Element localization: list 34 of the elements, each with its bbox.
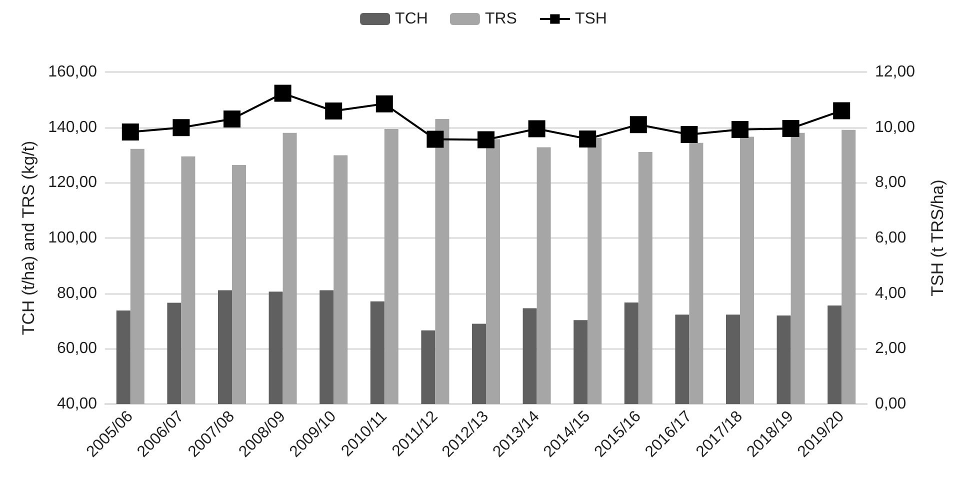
point: [528, 120, 546, 138]
point: [376, 95, 393, 112]
point: [325, 102, 342, 120]
y2-tick-label: 2,00: [875, 340, 906, 358]
y2-tick-label: 6,00: [875, 230, 906, 246]
point: [630, 116, 647, 134]
y-axis-title: TCH (t/ha) and TRS (kg/t): [19, 140, 38, 336]
y2-tick-label: 10,00: [875, 118, 916, 136]
point: [426, 130, 444, 148]
point: [732, 121, 748, 138]
legend-label: TCH: [395, 10, 428, 28]
y2-tick-label: 4,00: [875, 284, 906, 302]
point: [478, 131, 494, 148]
point: [224, 110, 240, 128]
legend-label: TRS: [484, 10, 517, 28]
y-tick-label: 100,00: [48, 230, 98, 246]
y-tick-label: 160,00: [48, 64, 98, 80]
y-tick-label: 40,00: [56, 396, 98, 412]
y2-axis-title: TSH (t TRS/ha): [928, 180, 947, 296]
point: [579, 130, 596, 148]
point: [172, 119, 190, 136]
y-tick-label: 120,00: [48, 174, 98, 192]
point: [680, 126, 698, 144]
point: [833, 102, 850, 120]
y-tick-label: 140,00: [48, 118, 98, 136]
y-tick-label: 80,00: [56, 284, 98, 302]
y-tick-label: 60,00: [56, 340, 98, 358]
point: [782, 120, 800, 137]
y2-tick-label: 8,00: [875, 174, 906, 192]
y2-tick-label: 0,00: [875, 396, 906, 412]
y2-tick-label: 12,00: [875, 64, 916, 80]
point: [274, 84, 292, 102]
point: [122, 124, 139, 141]
legend-label: TSH: [574, 10, 607, 28]
